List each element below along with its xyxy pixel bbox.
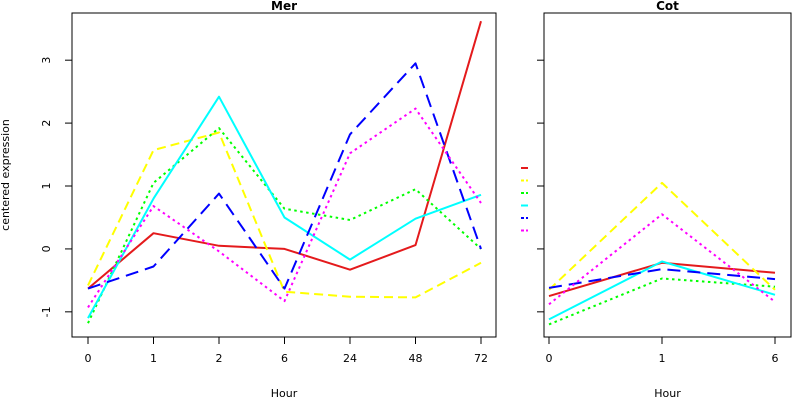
y-tick-label: 0 <box>40 245 53 252</box>
chart-panel-mer: Mer 0 1 2 6 24 48 72 Hour -1 0 1 2 3 centered expressi… <box>0 0 497 400</box>
x-tick-label: 0 <box>546 352 553 365</box>
y-tick-label: 2 <box>40 120 53 127</box>
x-tick-label: 72 <box>474 352 488 365</box>
y-tick-label: 1 <box>40 183 53 190</box>
series-line-1 <box>87 20 482 290</box>
x-tick-label: 0 <box>85 352 92 365</box>
series-line-5 <box>548 268 776 289</box>
x-tick-label: 6 <box>281 352 288 365</box>
chart-panel-cot: Cot 0 1 6 Hour <box>537 0 792 400</box>
x-tick-label: 2 <box>216 352 223 365</box>
series-line-1 <box>548 261 776 298</box>
series-line-3 <box>548 277 776 326</box>
series-line-6 <box>87 107 482 308</box>
panel-title: Cot <box>656 0 679 13</box>
legend <box>521 167 528 232</box>
plot-frame <box>543 12 792 338</box>
series-line-3 <box>87 127 482 324</box>
x-tick-label: 6 <box>772 352 779 365</box>
series-line-2 <box>548 181 776 291</box>
series-line-4 <box>548 260 776 321</box>
panel-title: Mer <box>271 0 297 13</box>
series-line-4 <box>87 95 482 319</box>
series-line-6 <box>548 213 776 306</box>
series-line-5 <box>87 62 482 290</box>
series-line-2 <box>87 131 482 299</box>
x-axis-label: Hour <box>654 387 681 400</box>
y-tick-label: -1 <box>40 306 53 317</box>
y-tick-label: 3 <box>40 57 53 64</box>
x-axis-label: Hour <box>271 387 298 400</box>
x-tick-label: 24 <box>343 352 357 365</box>
y-axis-label: centered expression <box>0 119 12 231</box>
x-tick-label: 1 <box>659 352 666 365</box>
x-tick-label: 1 <box>150 352 157 365</box>
x-tick-label: 48 <box>409 352 423 365</box>
